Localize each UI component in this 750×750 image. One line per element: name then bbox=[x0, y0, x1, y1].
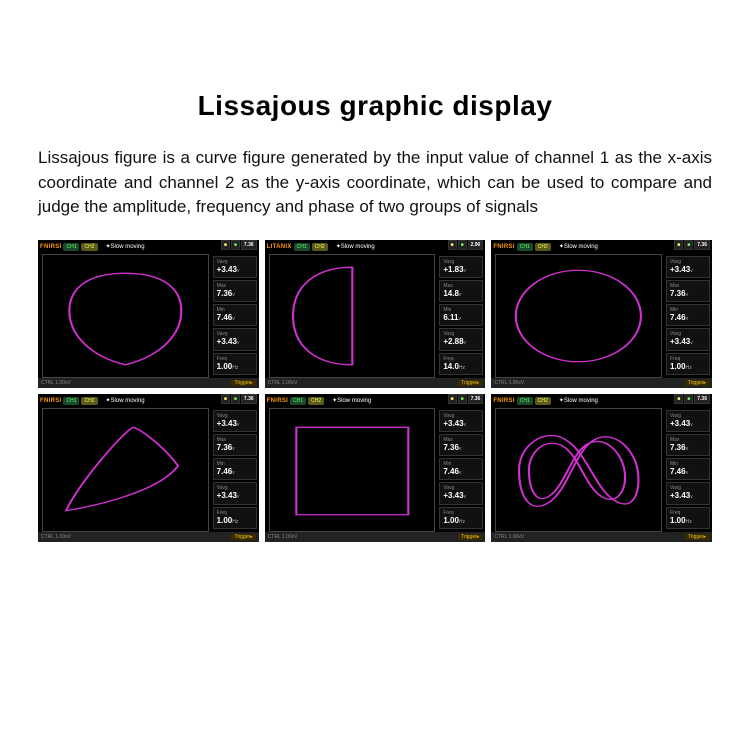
brand-label: FNIRSI bbox=[40, 244, 61, 250]
ch1-badge: CH1 bbox=[517, 243, 533, 251]
ch2-badge: CH2 bbox=[535, 243, 551, 251]
readout-vavg: Vavg+3.43v bbox=[213, 256, 257, 278]
mode-label: ✦Slow moving bbox=[106, 397, 145, 404]
readout-vavg: Vavg+3.43v bbox=[213, 482, 257, 504]
ch2-badge: CH2 bbox=[81, 397, 97, 405]
header-right-readouts: ■■2.90 bbox=[448, 240, 484, 250]
readout-max: Max7.36v bbox=[666, 434, 710, 456]
side-readouts: Vavg+3.43vMax7.36vMin7.46vVavg+3.43vFreq… bbox=[666, 410, 710, 532]
readout-max: Max14.8v bbox=[439, 280, 483, 302]
ch1-badge: CH1 bbox=[63, 397, 79, 405]
scope-screenshot-5: FNIRSICH1CH2 ✦Slow moving ■■7.36 Vavg+3.43v… bbox=[265, 394, 486, 542]
readout-freq: Freq1.00Hz bbox=[439, 507, 483, 529]
mode-label: ✦Slow moving bbox=[559, 397, 598, 404]
readout-freq: Freq1.00Hz bbox=[666, 353, 710, 375]
readout-min: Min6.11v bbox=[439, 304, 483, 326]
brand-label: FNIRSI bbox=[40, 398, 61, 404]
readout-vavg: Vavg+3.43v bbox=[213, 328, 257, 350]
readout-min: Min7.46v bbox=[666, 304, 710, 326]
description-text: Lissajous figure is a curve figure gener… bbox=[38, 146, 712, 220]
ch1-badge: CH1 bbox=[63, 243, 79, 251]
readout-max: Max7.36v bbox=[439, 434, 483, 456]
scope-grid: FNIRSICH1CH2✦Slow moving■■7.36Vavg+3.43v… bbox=[38, 240, 712, 542]
side-readouts: Vavg+3.43vMax7.36vMin7.46vVavg+3.43vFreq… bbox=[213, 256, 257, 378]
scope-screenshot-2: LITANIXCH1CH2 ✦Slow moving ■■2.90 Vavg+1.83… bbox=[265, 240, 486, 388]
mode-label: ✦Slow moving bbox=[332, 397, 371, 404]
scope-screenshot-6: FNIRSICH1CH2 ✦Slow moving ■■7.36 Vavg+3.43v… bbox=[491, 394, 712, 542]
scope-screenshot-1: FNIRSICH1CH2 ✦Slow moving ■■7.36 Vavg+3.43v… bbox=[38, 240, 259, 388]
mode-label: ✦Slow moving bbox=[106, 243, 145, 250]
ch2-badge: CH2 bbox=[308, 397, 324, 405]
side-readouts: Vavg+1.83vMax14.8vMin6.11vVavg+2.88v Freq… bbox=[439, 256, 483, 378]
readout-freq: Freq1.00Hz bbox=[666, 507, 710, 529]
mode-label: ✦Slow moving bbox=[559, 243, 598, 250]
bottom-bar: CTRL 1.00xVTrigger▸ bbox=[38, 378, 259, 388]
page-title: Lissajous graphic display bbox=[38, 90, 712, 122]
mode-label: ✦Slow moving bbox=[336, 243, 375, 250]
readout-vavg: Vavg+1.83v bbox=[439, 256, 483, 278]
bottom-bar: CTRL 1.00xVTrigger▸ bbox=[491, 532, 712, 542]
bottom-bar: CTRL 1.00xVTrigger▸ bbox=[265, 378, 486, 388]
readout-max: Max7.36v bbox=[213, 280, 257, 302]
readout-vavg: Vavg+3.43v bbox=[213, 410, 257, 432]
header-right-readouts: ■■7.36 bbox=[674, 394, 710, 404]
lissajous-plot bbox=[495, 408, 662, 532]
ch2-badge: CH2 bbox=[312, 243, 328, 251]
readout-vavg: Vavg+3.43v bbox=[666, 410, 710, 432]
brand-label: FNIRSI bbox=[267, 398, 288, 404]
ch2-badge: CH2 bbox=[535, 397, 551, 405]
scope-screenshot-3: FNIRSICH1CH2 ✦Slow moving ■■7.36 Vavg+3.43v… bbox=[491, 240, 712, 388]
bottom-bar: CTRL 1.00xVTrigger▸ bbox=[38, 532, 259, 542]
lissajous-plot bbox=[269, 408, 436, 532]
header-right-readouts: ■■7.36 bbox=[674, 240, 710, 250]
ch1-badge: CH1 bbox=[294, 243, 310, 251]
lissajous-plot bbox=[269, 254, 436, 378]
readout-vavg: Vavg+2.88v bbox=[439, 328, 483, 350]
brand-label: FNIRSI bbox=[493, 244, 514, 250]
ch1-badge: CH1 bbox=[517, 397, 533, 405]
ch1-badge: CH1 bbox=[290, 397, 306, 405]
header-right-readouts: ■■7.36 bbox=[221, 240, 257, 250]
side-readouts: Vavg+3.43vMax7.36vMin7.46vVavg+3.43vFreq… bbox=[439, 410, 483, 532]
readout-vavg: Vavg+3.43v bbox=[439, 482, 483, 504]
readout-max: Max7.36v bbox=[213, 434, 257, 456]
brand-label: FNIRSI bbox=[493, 398, 514, 404]
readout-freq: Freq1.00Hz bbox=[213, 507, 257, 529]
readout-min: Min7.46v bbox=[213, 304, 257, 326]
side-readouts: Vavg+3.43vMax7.36vMin7.46vVavg+3.43vFreq… bbox=[666, 256, 710, 378]
ch2-badge: CH2 bbox=[81, 243, 97, 251]
readout-vavg: Vavg+3.43v bbox=[666, 328, 710, 350]
lissajous-plot bbox=[495, 254, 662, 378]
readout-vavg: Vavg+3.43v bbox=[666, 256, 710, 278]
scope-screenshot-4: FNIRSICH1CH2 ✦Slow moving ■■7.36 Vavg+3.43v… bbox=[38, 394, 259, 542]
readout-max: Max7.36v bbox=[666, 280, 710, 302]
readout-freq: Freq1.00Hz bbox=[213, 353, 257, 375]
brand-label: LITANIX bbox=[267, 244, 292, 250]
side-readouts: Vavg+3.43vMax7.36vMin7.46vVavg+3.43vFreq… bbox=[213, 410, 257, 532]
readout-freq: Freq14.0Hz bbox=[439, 353, 483, 375]
header-right-readouts: ■■7.36 bbox=[221, 394, 257, 404]
lissajous-plot bbox=[42, 254, 209, 378]
readout-min: Min7.46v bbox=[666, 458, 710, 480]
bottom-bar: CTRL 1.00xVTrigger▸ bbox=[265, 532, 486, 542]
readout-vavg: Vavg+3.43v bbox=[439, 410, 483, 432]
readout-min: Min7.46v bbox=[213, 458, 257, 480]
header-right-readouts: ■■7.36 bbox=[448, 394, 484, 404]
lissajous-plot bbox=[42, 408, 209, 532]
bottom-bar: CTRL 1.00xVTrigger▸ bbox=[491, 378, 712, 388]
readout-vavg: Vavg+3.43v bbox=[666, 482, 710, 504]
readout-min: Min7.46v bbox=[439, 458, 483, 480]
